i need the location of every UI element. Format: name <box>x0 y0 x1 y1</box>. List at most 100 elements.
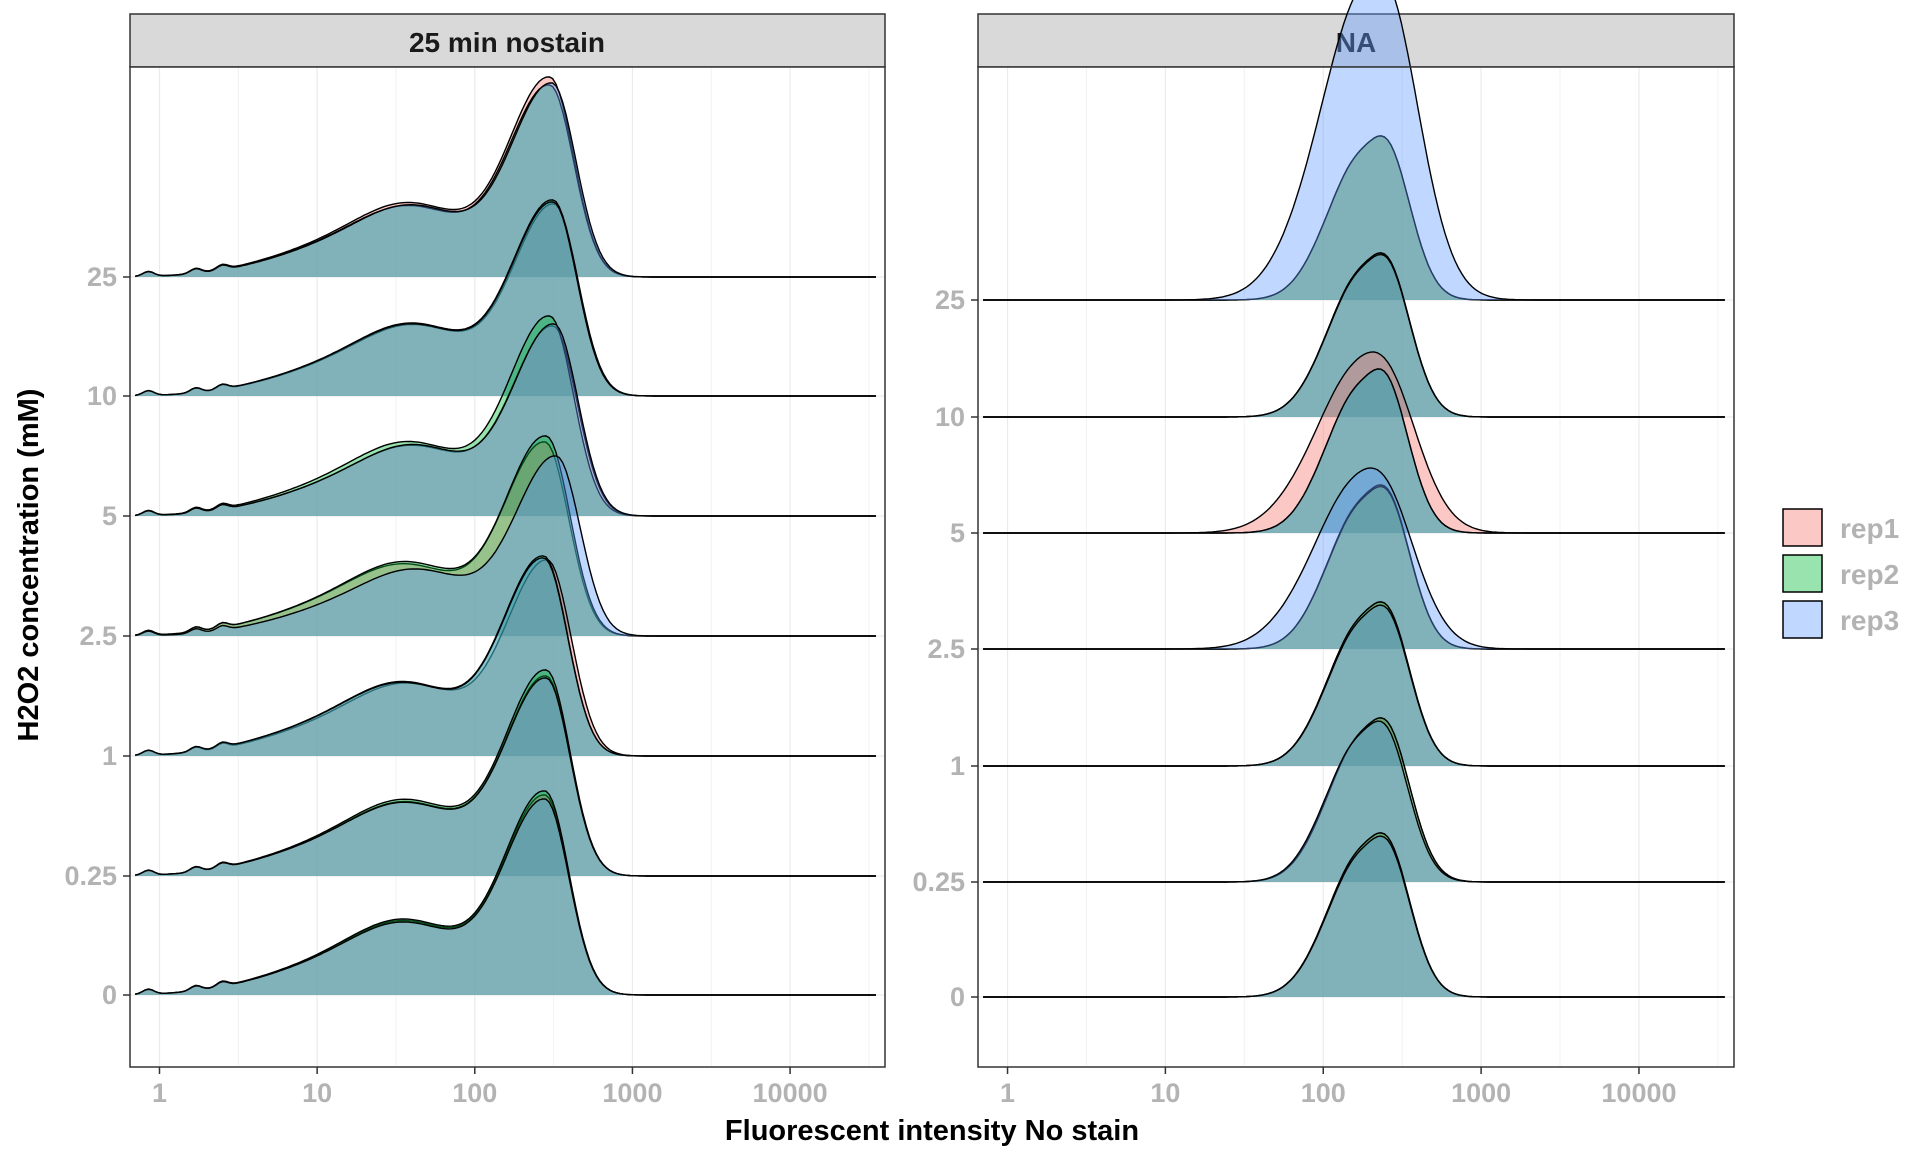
panel-ridges <box>134 76 876 996</box>
density-area-rep2 <box>983 832 1725 997</box>
legend: rep1 rep2 rep3 <box>1781 507 1899 640</box>
density-area-rep2 <box>135 315 876 516</box>
density-area-rep3 <box>983 721 1725 882</box>
y-tick-label: 10 <box>935 402 965 432</box>
density-area-rep3 <box>983 368 1725 533</box>
y-axis-title: H2O2 concentration (mM) <box>13 389 45 742</box>
y-tick-label: 2.5 <box>79 621 117 651</box>
density-area-rep2 <box>983 252 1725 417</box>
panel-25min-nostain: 25 min nostain 0 0.25 1 2.5 5 10 25 1 10 100 1000… <box>64 13 886 1108</box>
density-area-rep2 <box>135 84 876 278</box>
density-line-rep3 <box>983 0 1725 301</box>
density-area-rep3 <box>135 798 876 995</box>
density-area-rep3 <box>135 323 876 516</box>
y-tick-label: 1 <box>950 751 965 781</box>
density-area-rep1 <box>135 675 876 876</box>
panel-y-ticks: 0 0.25 1 2.5 5 10 25 <box>64 262 130 1010</box>
density-area-rep1 <box>135 203 876 396</box>
y-tick-label: 5 <box>950 518 965 548</box>
panel-strip <box>977 13 1735 68</box>
density-area-rep2 <box>983 135 1725 300</box>
panel-plot-area <box>130 67 885 1067</box>
x-tick-label: 1 <box>152 1078 167 1108</box>
legend-key-rep3 <box>1782 600 1823 639</box>
density-area-rep1 <box>983 352 1725 533</box>
density-area-rep2 <box>983 486 1725 649</box>
panel-plot-area <box>978 67 1734 1067</box>
panel-strip <box>129 13 886 68</box>
y-tick-label: 0.25 <box>912 867 965 897</box>
density-line-rep3 <box>134 557 876 757</box>
legend-key-rep2 <box>1782 554 1823 593</box>
density-area-rep1 <box>135 794 876 995</box>
x-tick-label: 100 <box>452 1078 497 1108</box>
panel-na: NA 0 0.25 1 2.5 5 10 25 1 10 100 1000 10000 <box>912 0 1735 1108</box>
y-tick-label: 1 <box>102 741 117 771</box>
x-tick-label: 10000 <box>1601 1078 1676 1108</box>
x-tick-label: 1 <box>1000 1078 1015 1108</box>
density-area-rep2 <box>983 368 1725 533</box>
y-tick-label: 2.5 <box>927 634 965 664</box>
legend-label-rep2: rep2 <box>1840 559 1899 590</box>
density-line-rep3 <box>983 253 1725 418</box>
density-line-rep3 <box>134 323 876 517</box>
legend-key-rep1 <box>1782 508 1823 547</box>
density-area-rep1 <box>135 325 876 516</box>
density-line-rep3 <box>983 720 1725 883</box>
density-area-rep1 <box>983 484 1725 649</box>
legend-label-rep3: rep3 <box>1840 605 1899 636</box>
density-area-rep1 <box>135 559 876 756</box>
panel-x-ticks: 1 10 100 1000 10000 <box>1000 1067 1677 1108</box>
density-area-rep3 <box>983 605 1725 766</box>
y-tick-label: 25 <box>935 285 965 315</box>
density-area-rep1 <box>983 601 1725 766</box>
density-area-rep3 <box>135 201 876 396</box>
panel-border <box>977 66 1735 1068</box>
y-tick-label: 0 <box>102 980 117 1010</box>
density-line-rep3 <box>134 201 876 397</box>
density-line-rep3 <box>134 798 876 996</box>
x-axis-title: Fluorescent intensity No stain <box>725 1115 1139 1147</box>
x-tick-label: 10000 <box>753 1078 828 1108</box>
legend-key-bg <box>1781 599 1824 640</box>
y-tick-label: 5 <box>102 501 117 531</box>
panel-ridges <box>983 0 1725 998</box>
density-area-rep1 <box>983 252 1725 417</box>
panel-x-ticks: 1 10 100 1000 10000 <box>152 1067 828 1108</box>
y-tick-label: 0 <box>950 982 965 1012</box>
x-tick-label: 1000 <box>602 1078 662 1108</box>
x-tick-label: 1000 <box>1451 1078 1511 1108</box>
x-tick-label: 10 <box>1150 1078 1180 1108</box>
density-area-rep1 <box>983 832 1725 997</box>
density-area-rep2 <box>135 790 876 995</box>
density-area-rep1 <box>983 717 1725 882</box>
density-area-rep2 <box>135 669 876 876</box>
panel-y-ticks: 0 0.25 1 2.5 5 10 25 <box>912 285 978 1012</box>
legend-key-bg <box>1781 507 1824 548</box>
legend-key-bg <box>1781 553 1824 594</box>
density-area-rep1 <box>983 135 1725 300</box>
density-line-rep3 <box>983 368 1725 534</box>
density-line-rep3 <box>983 604 1725 767</box>
density-area-rep2 <box>983 717 1725 882</box>
density-area-rep1 <box>135 441 876 636</box>
density-area-rep2 <box>135 435 876 636</box>
y-tick-label: 10 <box>87 381 117 411</box>
x-tick-label: 10 <box>302 1078 332 1108</box>
legend-label-rep1: rep1 <box>1840 513 1899 544</box>
panel-strip-label: NA <box>1336 27 1376 58</box>
density-line-rep3 <box>134 455 876 637</box>
density-area-rep3 <box>983 0 1725 300</box>
density-area-rep2 <box>135 555 876 756</box>
density-area-rep3 <box>135 677 876 876</box>
panel-strip-label: 25 min nostain <box>409 27 605 58</box>
density-area-rep3 <box>135 83 876 277</box>
density-area-rep3 <box>983 254 1725 417</box>
x-tick-label: 100 <box>1301 1078 1346 1108</box>
panel-border <box>129 66 886 1068</box>
density-area-rep3 <box>983 467 1725 649</box>
density-area-rep3 <box>983 836 1725 997</box>
density-line-rep3 <box>983 835 1725 998</box>
density-area-rep1 <box>135 76 876 278</box>
